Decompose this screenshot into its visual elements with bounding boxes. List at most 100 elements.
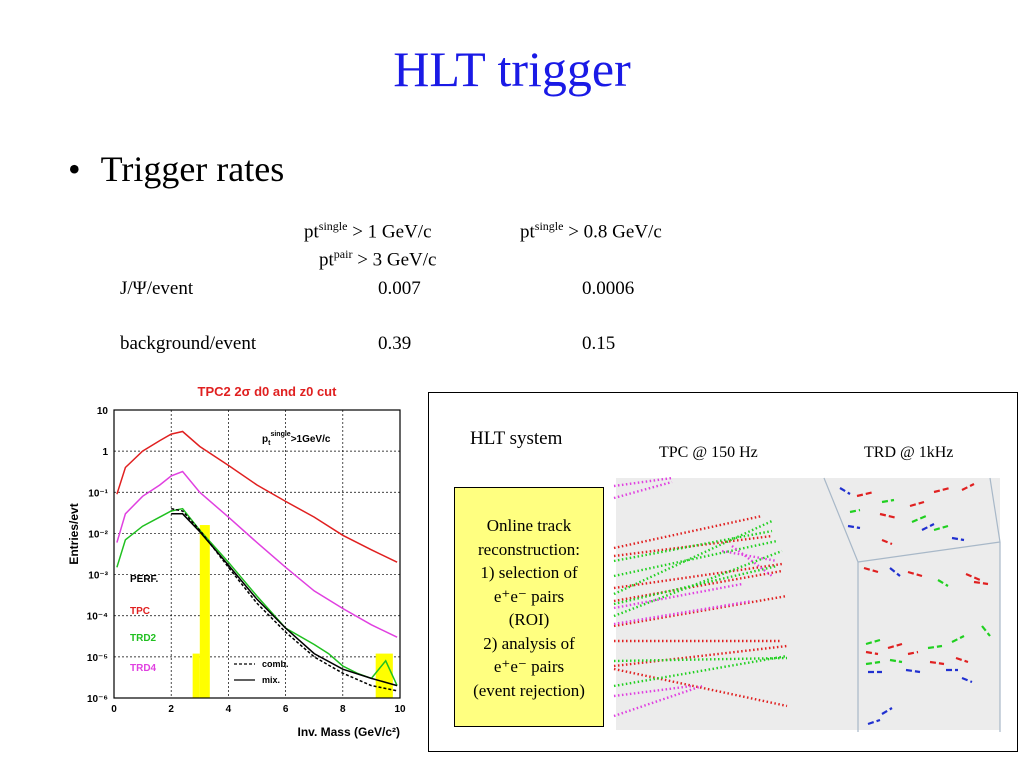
trd-tracklet-blue	[867, 718, 881, 726]
legend-label: TRD2	[130, 633, 157, 644]
trd-tracklet-green	[911, 514, 927, 524]
trd-tracklet-blue	[889, 567, 901, 577]
box-line: (ROI)	[508, 610, 550, 629]
trd-module-edge	[857, 541, 1001, 563]
col2-header: ptsingle > 0.8 GeV/c	[520, 219, 662, 243]
trd-tracklet-red	[863, 566, 879, 574]
trd-tracklet-red	[961, 483, 975, 491]
tpc-track-red	[613, 667, 788, 708]
trd-tracklet-green	[865, 638, 881, 646]
invariant-mass-chart: TPC2 2σ d0 and z0 cut 0 2 4 6 8 10 10 1 10⁻¹ 10⁻²…	[67, 384, 406, 739]
trd-tracklet-green	[927, 644, 943, 650]
trd-tracklet-red	[965, 572, 981, 582]
trd-tracklet-blue	[839, 487, 851, 495]
x-axis-label: Inv. Mass (GeV/c²)	[298, 725, 400, 739]
x-tick-label: 8	[340, 704, 346, 715]
row-value-jpsi-2: 0.0006	[582, 278, 635, 299]
trd-tracklet-blue	[847, 524, 861, 530]
trd-tracklet-green	[865, 660, 881, 666]
trd-tracklet-red	[973, 580, 989, 586]
y-axis-label: Entries/evt	[67, 503, 81, 564]
bullet-item: • Trigger rates	[68, 148, 284, 190]
y-tick-label: 10⁻²	[88, 529, 108, 540]
box-line: Online track	[486, 516, 572, 535]
signal-bar	[199, 525, 210, 698]
trd-module-edge	[989, 477, 1001, 543]
trd-tracklet-green	[981, 625, 991, 637]
signal-bar	[375, 653, 393, 698]
trd-module-edge	[823, 477, 859, 563]
trd-tracklet-blue	[881, 707, 893, 715]
series-line-mix	[171, 513, 398, 687]
trd-tracklet-green	[933, 524, 949, 532]
event-display-background	[616, 478, 1000, 730]
trd-tracklet-blue	[951, 536, 965, 542]
tpc-track-green	[613, 549, 783, 618]
trd-tracklet-red	[865, 650, 879, 656]
trd-tracklet-red	[856, 490, 875, 498]
trd-tracklet-blue	[921, 523, 935, 531]
box-line: 2) analysis of	[483, 633, 575, 653]
x-tick-label: 6	[283, 704, 289, 715]
x-tick-label: 2	[168, 704, 174, 715]
col1-header-line2: ptpair > 3 GeV/c	[319, 247, 437, 271]
row-value-background-2: 0.15	[582, 333, 616, 354]
tpc-track-magenta	[613, 476, 673, 488]
x-tick-label: 10	[394, 704, 406, 715]
tpc-track-magenta	[613, 582, 743, 610]
trd-tracklet-green	[849, 508, 861, 514]
box-line: 1) selection of	[480, 563, 578, 582]
tpc-track-magenta	[613, 684, 703, 718]
tpc-track-magenta	[613, 684, 693, 698]
trd-tracklet-red	[879, 512, 898, 520]
trd-tracklet-green	[937, 579, 949, 587]
tpc-track-green	[613, 656, 788, 663]
event-display	[613, 476, 1001, 732]
series-line-trd4	[116, 470, 398, 638]
legend-label: TPC	[130, 606, 150, 617]
chart-plot-layer: 0 2 4 6 8 10 10 1 10⁻¹ 10⁻² 10⁻³ 10⁻⁴ 10⁻⁵ 10⁻⁶ Inv. M…	[67, 406, 406, 739]
series-line-comb	[171, 507, 398, 692]
tpc-track-magenta	[721, 549, 778, 563]
y-tick-label: 10⁻⁴	[87, 612, 108, 623]
tpc-track-green	[613, 519, 773, 596]
trd-tracklet-blue	[905, 668, 921, 674]
series-line-trd2	[116, 507, 398, 686]
plot-frame	[113, 409, 401, 699]
trd-tracklet-green	[889, 658, 903, 664]
tpc-track-green	[613, 654, 788, 688]
tpc-track-red	[613, 514, 763, 550]
x-tick-label: 0	[111, 704, 117, 715]
y-tick-label: 1	[102, 447, 108, 458]
hlt-system-title: HLT system	[470, 428, 563, 449]
tpc-track-red	[613, 594, 788, 628]
signal-bar	[192, 653, 200, 698]
tpc-track-red	[613, 562, 783, 590]
slide-title: HLT trigger	[393, 41, 631, 97]
tpc-track-green	[613, 529, 773, 563]
y-tick-label: 10⁻⁵	[87, 653, 108, 664]
tpc-track-red	[613, 534, 773, 558]
series-line-tpc	[116, 430, 398, 563]
y-tick-label: 10⁻³	[88, 571, 108, 582]
col1-header-line1: ptsingle > 1 GeV/c	[304, 219, 432, 243]
chart-annotation: ptsingle>1GeV/c	[262, 431, 331, 447]
y-tick-label: 10⁻⁶	[87, 694, 108, 705]
row-value-jpsi-1: 0.007	[378, 278, 421, 299]
trd-tracklet-red	[933, 486, 951, 494]
legend-label-mix: mix.	[262, 675, 280, 685]
tpc-track-green	[613, 539, 778, 578]
row-label-jpsi: J/Ψ/event	[120, 278, 194, 299]
trd-rate-label: TRD @ 1kHz	[864, 444, 954, 461]
row-label-background: background/event	[120, 333, 257, 354]
trd-tracklet-red	[909, 500, 925, 508]
trd-tracklet-red	[907, 650, 919, 656]
row-value-background-1: 0.39	[378, 333, 412, 354]
x-tick-label: 4	[226, 704, 232, 715]
tpc-track-red	[613, 644, 788, 668]
trd-tracklet-green	[881, 498, 895, 504]
bullet-dot: •	[68, 149, 81, 189]
chart-title: TPC2 2σ d0 and z0 cut	[198, 384, 338, 399]
box-line: reconstruction:	[478, 539, 580, 559]
box-line: e⁺e⁻ pairs	[493, 657, 565, 676]
